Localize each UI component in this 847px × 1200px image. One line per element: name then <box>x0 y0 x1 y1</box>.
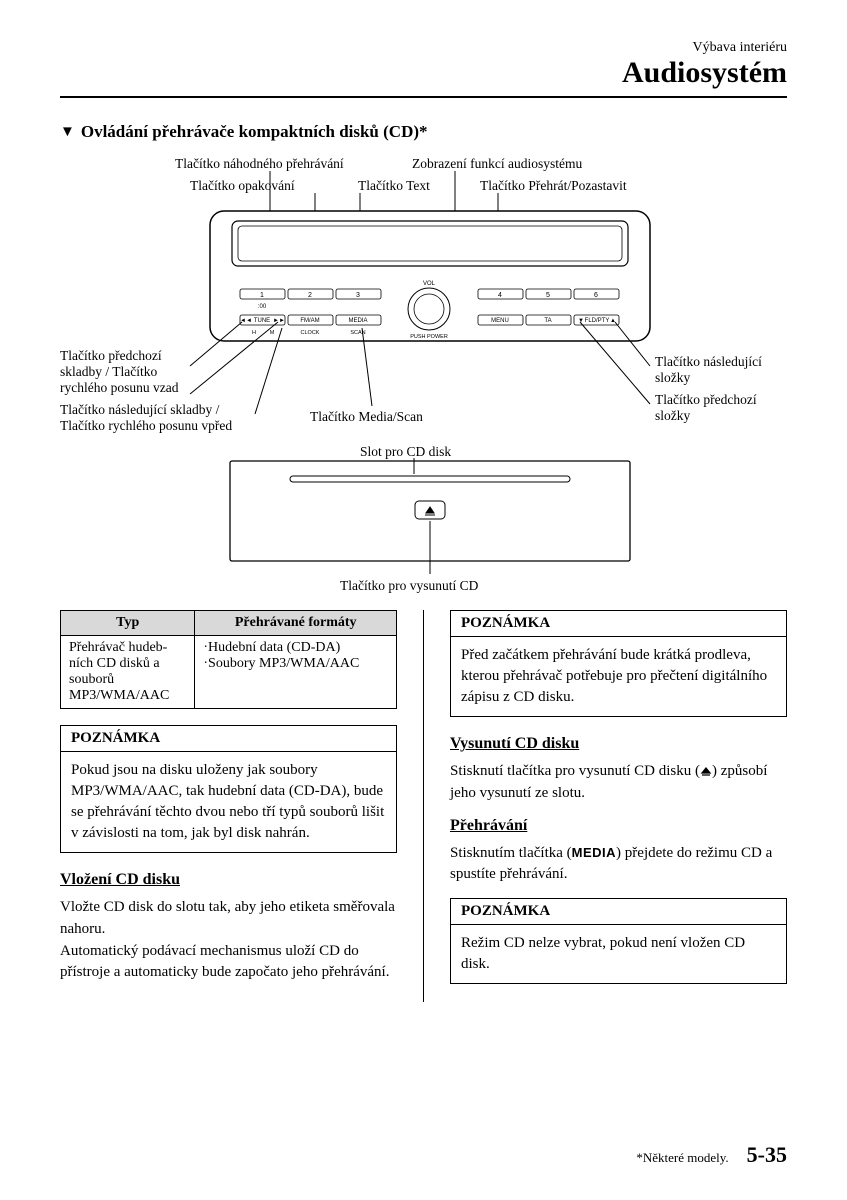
page-footer: *Některé modely. 5-35 <box>636 1142 787 1168</box>
th-type: Typ <box>61 611 195 636</box>
lbl-clock: CLOCK <box>301 330 320 336</box>
btn-menu: MENU <box>491 318 509 324</box>
para-eject-pre: Stisknutí tlačítka pro vysunutí CD disku… <box>450 763 700 779</box>
section-title-text: Ovládání přehrávače kompaktních disků (C… <box>81 122 428 142</box>
page-header: Výbava interiéru Audiosystém <box>60 40 787 90</box>
td-formats: ·Hudební data (CD-DA) ·Soubory MP3/WMA/A… <box>195 636 397 709</box>
subhead-insert: Vložení CD disku <box>60 871 397 889</box>
lbl-h: H <box>252 330 256 336</box>
note-2: POZNÁMKA Před začátkem přehrávání bude k… <box>450 610 787 717</box>
para-eject: Stisknutí tlačítka pro vysunutí CD disku… <box>450 761 787 805</box>
radio-diagram: Tlačítko náhodného přehrávání Tlačítko o… <box>60 156 787 596</box>
preset-sub-00: :00 <box>258 304 267 310</box>
vol-label: VOL <box>423 281 436 287</box>
preset-1: 1 <box>260 292 264 299</box>
preset-2: 2 <box>308 292 312 299</box>
btn-ta: TA <box>544 318 551 324</box>
para-play: Stisknutím tlačítka (MEDIA) přejdete do … <box>450 843 787 887</box>
col-left: Typ Přehrávané formáty Přehrávač hudeb- … <box>60 610 397 1002</box>
header-title: Audiosystém <box>60 56 787 90</box>
btn-media: MEDIA <box>348 318 367 324</box>
note-1-body: Pokud jsou na disku uloženy jak soubory … <box>61 752 396 852</box>
td-formats-line2: ·Soubory MP3/WMA/AAC <box>203 656 388 672</box>
svg-text:◄◄: ◄◄ <box>240 318 252 324</box>
preset-3: 3 <box>356 292 360 299</box>
btn-tune: TUNE <box>254 318 270 324</box>
preset-5: 5 <box>546 292 550 299</box>
lbl-m: M <box>270 330 275 336</box>
page-number: 5-35 <box>747 1142 787 1168</box>
svg-text:►►: ►► <box>273 318 285 324</box>
note-3-title: POZNÁMKA <box>451 899 786 925</box>
para-insert: Vložte CD disk do slotu tak, aby jeho et… <box>60 897 397 984</box>
th-formats: Přehrávané formáty <box>195 611 397 636</box>
formats-table: Typ Přehrávané formáty Přehrávač hudeb- … <box>60 610 397 709</box>
section-title: Ovládání přehrávače kompaktních disků (C… <box>60 122 787 142</box>
head-unit: 1 2 3 :00 4 5 6 VOL PUSH POWER <box>210 211 650 341</box>
td-type: Přehrávač hudeb- ních CD disků a souborů… <box>61 636 195 709</box>
btn-fld-pty: FLD/PTY <box>585 318 610 324</box>
note-3: POZNÁMKA Režim CD nelze vybrat, pokud ne… <box>450 898 787 984</box>
radio-svg: 1 2 3 :00 4 5 6 VOL PUSH POWER <box>60 156 787 596</box>
subhead-play: Přehrávání <box>450 817 787 835</box>
note-2-body: Před začátkem přehrávání bude krátká pro… <box>451 637 786 716</box>
note-2-title: POZNÁMKA <box>451 611 786 637</box>
svg-text:▲: ▲ <box>610 318 616 324</box>
note-1-title: POZNÁMKA <box>61 726 396 752</box>
push-power: PUSH POWER <box>410 334 448 340</box>
preset-4: 4 <box>498 292 502 299</box>
content-2col: Typ Přehrávané formáty Přehrávač hudeb- … <box>60 610 787 1002</box>
subhead-eject: Vysunutí CD disku <box>450 735 787 753</box>
eject-icon <box>700 765 712 777</box>
note-3-body: Režim CD nelze vybrat, pokud není vložen… <box>451 925 786 983</box>
header-rule <box>60 96 787 98</box>
col-divider <box>423 610 424 1002</box>
media-icon-label: MEDIA <box>572 845 616 860</box>
header-subtitle: Výbava interiéru <box>60 40 787 56</box>
preset-6: 6 <box>594 292 598 299</box>
para-play-pre: Stisknutím tlačítka ( <box>450 845 572 861</box>
note-1: POZNÁMKA Pokud jsou na disku uloženy jak… <box>60 725 397 853</box>
col-right: POZNÁMKA Před začátkem přehrávání bude k… <box>450 610 787 1002</box>
td-formats-line1: ·Hudební data (CD-DA) <box>203 640 388 656</box>
footer-note: *Některé modely. <box>636 1150 728 1166</box>
btn-fmam: FM/AM <box>300 318 319 324</box>
